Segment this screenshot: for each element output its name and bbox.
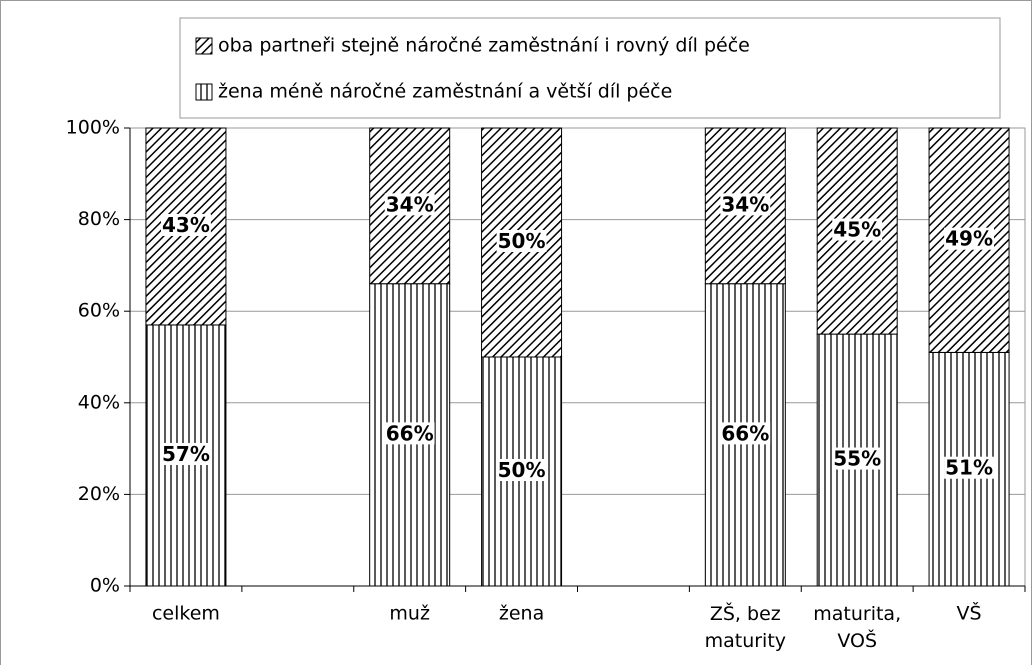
x-tick-label: maturita, VOŠ [813, 603, 901, 652]
data-label: 34% [721, 192, 769, 216]
data-label: 49% [945, 227, 993, 251]
data-label-bg [384, 422, 435, 445]
data-label: 57% [162, 442, 210, 466]
legend-label: oba partneři stejně náročné zaměstnání i… [218, 35, 750, 57]
data-label-bg [384, 193, 435, 216]
y-tick-label: 80% [78, 208, 120, 230]
data-label-bg [720, 193, 771, 216]
x-tick-label: celkem [152, 603, 220, 625]
data-label: 43% [162, 213, 210, 237]
data-label: 34% [386, 192, 434, 216]
legend-swatch [195, 37, 213, 55]
x-tick-label: žena [499, 603, 544, 625]
data-label: 66% [386, 421, 434, 445]
y-tick-label: 40% [78, 391, 120, 413]
legend-swatch [195, 83, 213, 101]
data-label-bg [944, 227, 994, 250]
data-label-bg [496, 230, 547, 252]
data-label-bg [161, 442, 211, 465]
data-label: 55% [833, 447, 881, 471]
y-tick-label: 20% [78, 483, 120, 505]
x-tick-label: ZŠ, bez maturity [705, 601, 786, 652]
data-label: 51% [945, 456, 993, 480]
data-label-bg [832, 218, 883, 241]
y-tick-label: 100% [66, 117, 120, 139]
data-label-bg [496, 459, 547, 481]
data-label: 45% [833, 218, 881, 242]
legend-label: žena méně náročné zaměstnání a větší díl… [218, 81, 672, 103]
data-label: 50% [498, 229, 546, 253]
x-tick-label: VŠ [957, 601, 982, 625]
data-label-bg [720, 422, 771, 445]
x-tick-label: muž [389, 603, 430, 625]
legend [179, 17, 1001, 119]
data-label: 50% [498, 458, 546, 482]
data-label-bg [161, 213, 211, 236]
data-label-bg [832, 447, 883, 470]
y-tick-label: 60% [78, 300, 120, 322]
y-tick-label: 0% [90, 575, 120, 597]
data-label: 66% [721, 421, 769, 445]
data-label-bg [944, 456, 994, 479]
